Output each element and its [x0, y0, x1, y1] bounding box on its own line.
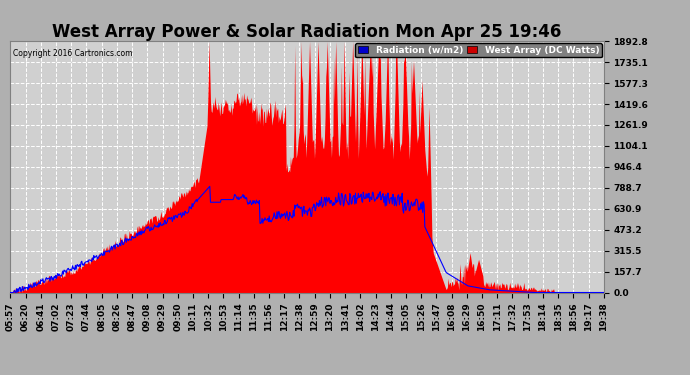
Legend: Radiation (w/m2), West Array (DC Watts): Radiation (w/m2), West Array (DC Watts) — [355, 43, 602, 57]
Title: West Array Power & Solar Radiation Mon Apr 25 19:46: West Array Power & Solar Radiation Mon A… — [52, 23, 562, 41]
Text: Copyright 2016 Cartronics.com: Copyright 2016 Cartronics.com — [13, 49, 132, 58]
